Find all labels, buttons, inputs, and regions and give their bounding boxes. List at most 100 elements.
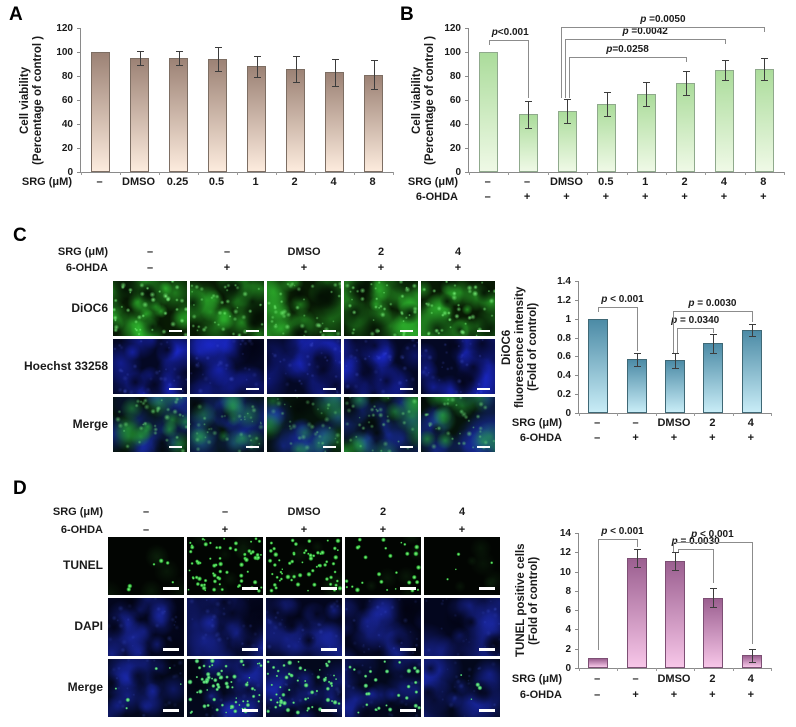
x-tick-mark [120, 172, 121, 175]
bar-b-5-2 [676, 83, 696, 172]
sig-bracket-left [598, 538, 600, 650]
y-tick-label: 1 [565, 313, 571, 325]
y-tick-mark [575, 337, 579, 339]
scale-bar [321, 648, 337, 651]
panel-d-header-value: – [142, 506, 150, 518]
y-tick-mark [465, 76, 469, 77]
panel-d-image-Merge-col1 [187, 659, 263, 717]
sig-bracket-right [685, 56, 687, 62]
x-row-value: – [96, 176, 103, 188]
y-tick-label: 40 [449, 119, 461, 130]
x-row-value: 8 [760, 176, 767, 188]
x-row-value: 2 [291, 176, 298, 188]
scale-bar [323, 388, 336, 390]
x-tick-mark [315, 172, 316, 175]
chart-d-plot: TUNEL positive cells (Fold of control) 0 2… [515, 526, 772, 674]
error-bar-cap-top [710, 588, 718, 590]
y-tick-label: 1.2 [557, 294, 571, 306]
y-tick-mark [575, 281, 579, 282]
error-bar-cap-top [748, 648, 756, 650]
sig-bracket-right [713, 549, 715, 584]
sig-bracket-right [724, 38, 726, 44]
x-tick-mark [579, 668, 580, 671]
scale-bar [246, 330, 259, 332]
x-tick-mark [617, 668, 619, 671]
scale-bar [242, 587, 258, 590]
error-bar-stem [751, 648, 753, 663]
panel-d-image-Merge-col2 [266, 659, 342, 717]
x-tick-mark [655, 413, 657, 416]
y-tick-label: 60 [449, 95, 461, 106]
y-tick-mark [465, 52, 469, 53]
panel-c-header-value: – [146, 262, 154, 274]
y-tick-mark [77, 172, 81, 173]
scale-bar [479, 587, 495, 590]
panel-c-label: C [13, 225, 27, 246]
x-row-value: + [720, 191, 728, 203]
error-bar-stem [675, 551, 676, 571]
panel-d-row-label-DAPI: DAPI [74, 619, 103, 633]
panel-c-image-DiOC6-col2 [267, 281, 341, 336]
panel-d-image-Merge-col4 [424, 659, 500, 717]
y-tick-label: 4 [565, 624, 571, 636]
scale-bar [323, 330, 336, 332]
x-row-value: 4 [720, 176, 727, 188]
error-bar-cap-top [331, 59, 339, 61]
error-bar-stem [334, 59, 336, 86]
x-row-value: + [602, 191, 610, 203]
scale-bar [479, 648, 495, 651]
scale-bar [400, 648, 416, 651]
y-tick-mark [575, 356, 579, 358]
y-tick-mark [77, 148, 81, 149]
x-tick-mark [705, 172, 707, 175]
error-bar-cap-top [672, 352, 679, 354]
scale-bar [163, 709, 179, 712]
y-tick-mark [575, 533, 579, 534]
x-row-value: DMSO [122, 176, 155, 188]
sig-bracket-left [678, 549, 679, 553]
x-tick-mark [469, 172, 470, 175]
scale-bar [246, 388, 259, 390]
bar-c-4-4 [741, 330, 762, 413]
y-tick-label: 40 [61, 119, 73, 130]
error-bar-cap-bottom [253, 77, 261, 79]
panel-d-header-value: – [221, 506, 229, 518]
scale-bar [163, 648, 179, 651]
error-bar-cap-bottom [603, 115, 611, 117]
bar-a-3-0.5 [208, 59, 227, 172]
y-tick-label: 120 [56, 23, 73, 34]
sig-bracket-right [764, 26, 766, 32]
x-tick-mark [159, 172, 160, 175]
error-bar-cap-top [253, 55, 261, 57]
x-tick-mark [617, 413, 619, 416]
error-bar-cap-bottom [682, 95, 690, 97]
x-row-value: 2 [709, 417, 716, 429]
x-row-value: + [709, 432, 716, 444]
y-tick-label: 0 [565, 408, 571, 419]
error-bar-cap-top [710, 333, 718, 335]
x-tick-mark [732, 413, 734, 416]
y-tick-mark [575, 552, 579, 554]
scale-bar [400, 388, 413, 390]
panel-d-header-label-6-OHDA: 6-OHDA [60, 524, 103, 536]
error-bar-cap-top [136, 50, 144, 52]
y-tick-label: 120 [444, 23, 461, 34]
bar-a-4-1 [247, 66, 266, 172]
x-row-value: – [484, 191, 491, 203]
panel-b-label: B [400, 4, 414, 25]
x-row-value: – [632, 417, 639, 429]
x-row-label-6-OHDA: 6-OHDA [519, 432, 562, 444]
sig-bracket-line [565, 38, 725, 40]
x-tick-mark [771, 413, 772, 416]
bar-d-2-DMSO [665, 560, 685, 668]
panel-c-image-Hoechst 33258-col3 [344, 339, 418, 394]
sig-bracket-left [677, 328, 678, 353]
sig-bracket-line [598, 307, 637, 309]
error-bar-cap-bottom [672, 367, 679, 369]
panel-d-header-value: + [221, 524, 229, 536]
panel-c-header-value: + [454, 262, 462, 274]
x-tick-mark [694, 668, 696, 671]
panel-c-header-value: 4 [454, 246, 462, 258]
bar-b-0-– [479, 52, 499, 172]
